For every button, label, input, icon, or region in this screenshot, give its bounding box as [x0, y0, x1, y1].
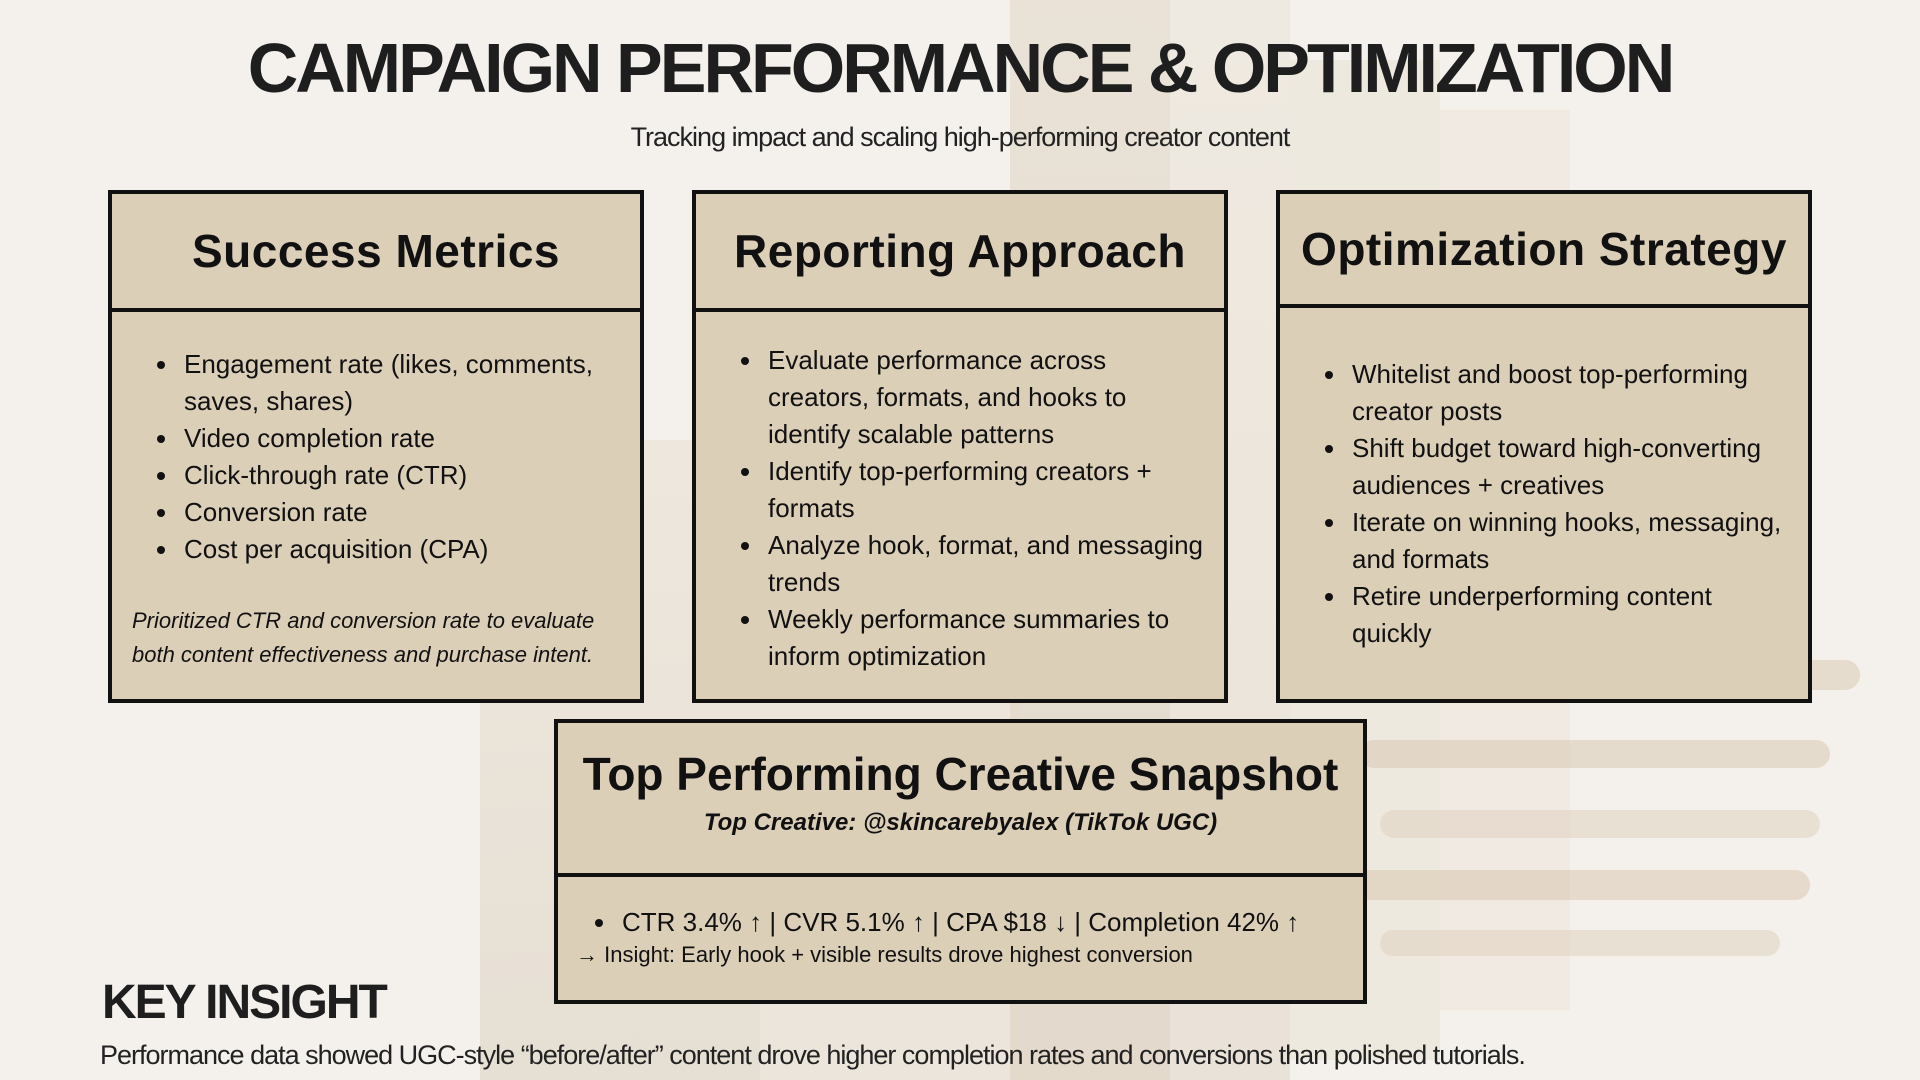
success-metrics-list: Engagement rate (likes, comments, saves,… [112, 346, 640, 568]
reporting-approach-card: Reporting Approach Evaluate performance … [692, 190, 1228, 703]
success-metrics-header: Success Metrics [112, 194, 640, 312]
list-item: Retire underperforming content quickly [1348, 578, 1788, 652]
snapshot-insight: → Insight: Early hook + visible results … [576, 942, 1193, 967]
success-metrics-card: Success Metrics Engagement rate (likes, … [108, 190, 644, 703]
creative-snapshot-header: Top Performing Creative Snapshot Top Cre… [558, 723, 1363, 877]
creative-snapshot-body: CTR 3.4% ↑ | CVR 5.1% ↑ | CPA $18 ↓ | Co… [558, 905, 1363, 971]
key-insight-text: Performance data showed UGC-style “befor… [100, 1040, 1526, 1070]
page-title: CAMPAIGN PERFORMANCE & OPTIMIZATION [247, 29, 1676, 107]
success-metrics-note: Prioritized CTR and conversion rate to e… [132, 608, 595, 667]
list-item: Whitelist and boost top-performing creat… [1348, 356, 1788, 430]
list-item: Click-through rate (CTR) [180, 457, 620, 494]
snapshot-metrics: CTR 3.4% ↑ | CVR 5.1% ↑ | CPA $18 ↓ | Co… [618, 905, 1343, 939]
optimization-strategy-card: Optimization Strategy Whitelist and boos… [1276, 190, 1812, 703]
reporting-approach-list: Evaluate performance across creators, fo… [696, 342, 1224, 675]
top-creative-label: Top Creative: @skincarebyalex (TikTok UG… [703, 809, 1218, 836]
list-item: Engagement rate (likes, comments, saves,… [180, 346, 620, 420]
snapshot-metrics-list: CTR 3.4% ↑ | CVR 5.1% ↑ | CPA $18 ↓ | Co… [558, 905, 1363, 939]
creative-snapshot-title: Top Performing Creative Snapshot [582, 748, 1339, 800]
success-metrics-title: Success Metrics [191, 225, 561, 277]
list-item: Cost per acquisition (CPA) [180, 531, 620, 568]
list-item: Iterate on winning hooks, messaging, and… [1348, 504, 1788, 578]
list-item: Weekly performance summaries to inform o… [764, 601, 1204, 675]
optimization-strategy-title: Optimization Strategy [1301, 223, 1787, 275]
list-item: Analyze hook, format, and messaging tren… [764, 527, 1204, 601]
creative-snapshot-card: Top Performing Creative Snapshot Top Cre… [554, 719, 1367, 1004]
reporting-approach-header: Reporting Approach [696, 194, 1224, 312]
list-item: Video completion rate [180, 420, 620, 457]
optimization-strategy-header: Optimization Strategy [1280, 194, 1808, 308]
optimization-strategy-list: Whitelist and boost top-performing creat… [1280, 356, 1808, 652]
list-item: Identify top-performing creators + forma… [764, 453, 1204, 527]
list-item: Shift budget toward high-converting audi… [1348, 430, 1788, 504]
list-item: Conversion rate [180, 494, 620, 531]
page-subtitle: Tracking impact and scaling high-perform… [630, 122, 1291, 152]
list-item: Evaluate performance across creators, fo… [764, 342, 1204, 453]
key-insight-title: KEY INSIGHT [102, 976, 388, 1029]
reporting-approach-title: Reporting Approach [734, 225, 1186, 277]
